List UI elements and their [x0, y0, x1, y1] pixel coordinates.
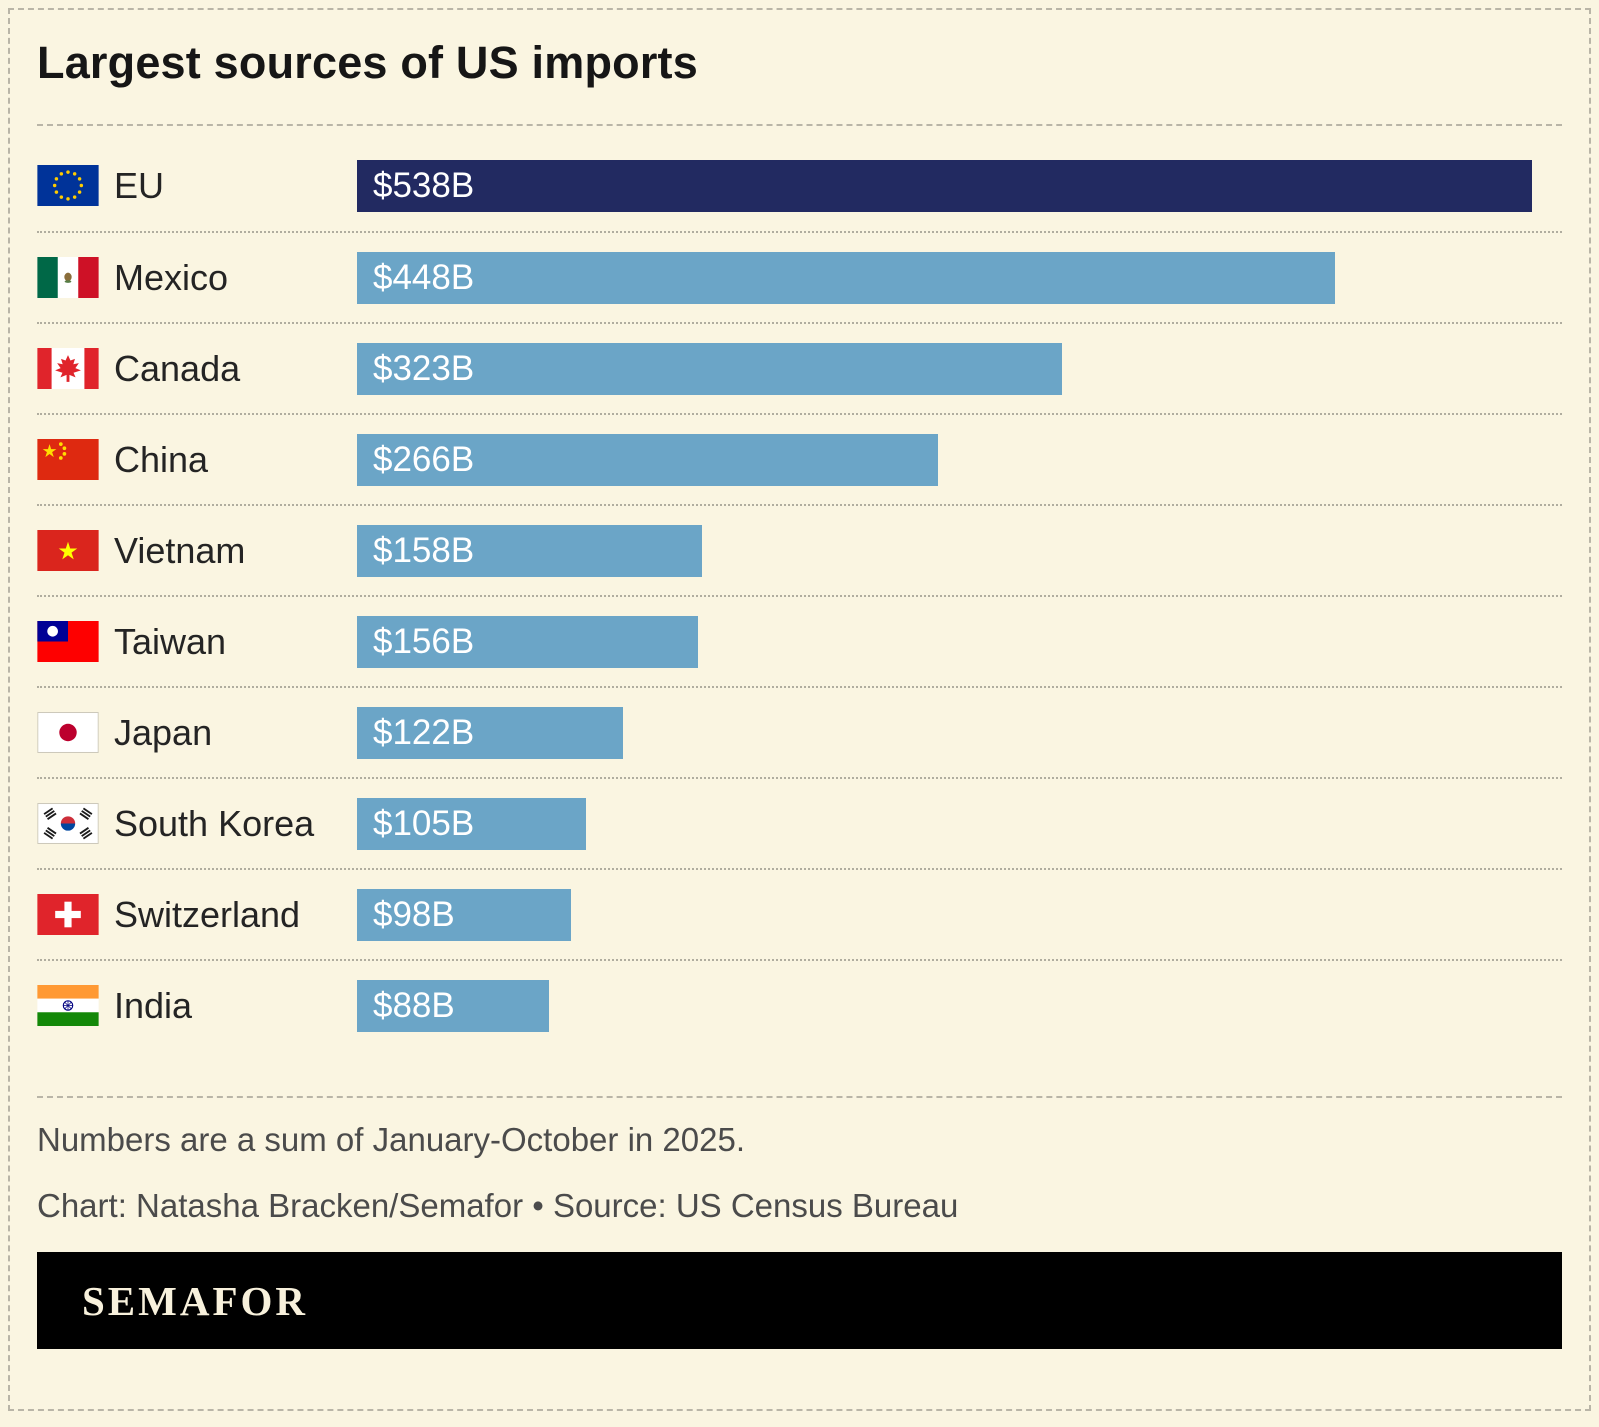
mexico-flag-icon	[37, 257, 99, 298]
bar-value-label: $158B	[373, 530, 475, 570]
chart-row: China $266B	[37, 413, 1562, 504]
bar-track: $323B	[357, 342, 1532, 395]
brand-bar: SEMAFOR	[37, 1252, 1562, 1350]
china-flag-icon	[37, 439, 99, 480]
methodology-note: Numbers are a sum of January-October in …	[37, 1121, 746, 1158]
india-flag-icon	[37, 985, 99, 1026]
eu-flag-icon	[37, 165, 99, 206]
japan-flag-icon	[37, 712, 99, 753]
bar: $266B	[357, 433, 938, 486]
chart-row: Taiwan $156B	[37, 595, 1562, 686]
south-korea-flag-icon	[37, 803, 99, 844]
bar: $538B	[357, 159, 1532, 212]
bar: $156B	[357, 615, 698, 668]
canada-flag-icon	[37, 348, 99, 389]
bar-value-label: $122B	[373, 712, 475, 752]
bar-track: $105B	[357, 797, 1532, 850]
bar-track: $156B	[357, 615, 1532, 668]
bar-value-label: $266B	[373, 439, 475, 479]
vietnam-flag-icon	[37, 530, 99, 571]
chart-row: South Korea $105B	[37, 777, 1562, 868]
bar-value-label: $538B	[373, 165, 475, 205]
bar-value-label: $105B	[373, 803, 475, 843]
bar-value-label: $88B	[373, 985, 455, 1025]
chart-card: Largest sources of US imports EU $538B M…	[8, 8, 1591, 1411]
country-label: Canada	[114, 347, 241, 389]
chart-row: India $88B	[37, 959, 1562, 1050]
country-label: Taiwan	[114, 620, 227, 662]
country-label: Japan	[114, 711, 213, 753]
chart-row: Vietnam $158B	[37, 504, 1562, 595]
bar-track: $158B	[357, 524, 1532, 577]
taiwan-flag-icon	[37, 621, 99, 662]
bar: $88B	[357, 979, 550, 1032]
bar-track: $122B	[357, 706, 1532, 759]
bar-value-label: $448B	[373, 257, 475, 297]
bar-track: $266B	[357, 433, 1532, 486]
bar: $323B	[357, 342, 1063, 395]
chart-row: Mexico $448B	[37, 231, 1562, 322]
bar-track: $88B	[357, 979, 1532, 1032]
country-label: Switzerland	[114, 893, 301, 935]
country-label: Vietnam	[114, 529, 246, 571]
chart-credit: Chart: Natasha Bracken/Semafor • Source:…	[37, 1186, 959, 1224]
country-label: China	[114, 438, 209, 480]
country-label: EU	[114, 164, 165, 206]
chart-row: Japan $122B	[37, 686, 1562, 777]
country-label: South Korea	[114, 802, 315, 844]
bar-track: $98B	[357, 888, 1532, 941]
chart-row: Canada $323B	[37, 322, 1562, 413]
bar: $105B	[357, 797, 587, 850]
chart-row: EU $538B	[37, 140, 1562, 231]
notes-divider	[37, 1096, 1562, 1098]
bar-track: $448B	[357, 251, 1532, 304]
bar: $98B	[357, 888, 572, 941]
semafor-wordmark: SEMAFOR	[82, 1277, 308, 1324]
bar-value-label: $98B	[373, 894, 455, 934]
bar: $448B	[357, 251, 1336, 304]
bar: $158B	[357, 524, 703, 577]
bar-value-label: $323B	[373, 348, 475, 388]
country-label: India	[114, 984, 193, 1026]
bar: $122B	[357, 706, 624, 759]
country-label: Mexico	[114, 256, 229, 298]
chart-row: Switzerland $98B	[37, 868, 1562, 959]
chart-title: Largest sources of US imports	[37, 37, 698, 88]
bar-value-label: $156B	[373, 621, 475, 661]
bar-track: $538B	[357, 159, 1532, 212]
switzerland-flag-icon	[37, 894, 99, 935]
chart-rows: EU $538B Mexico $448B Canada $323B China	[37, 140, 1562, 1050]
title-divider	[37, 124, 1562, 126]
